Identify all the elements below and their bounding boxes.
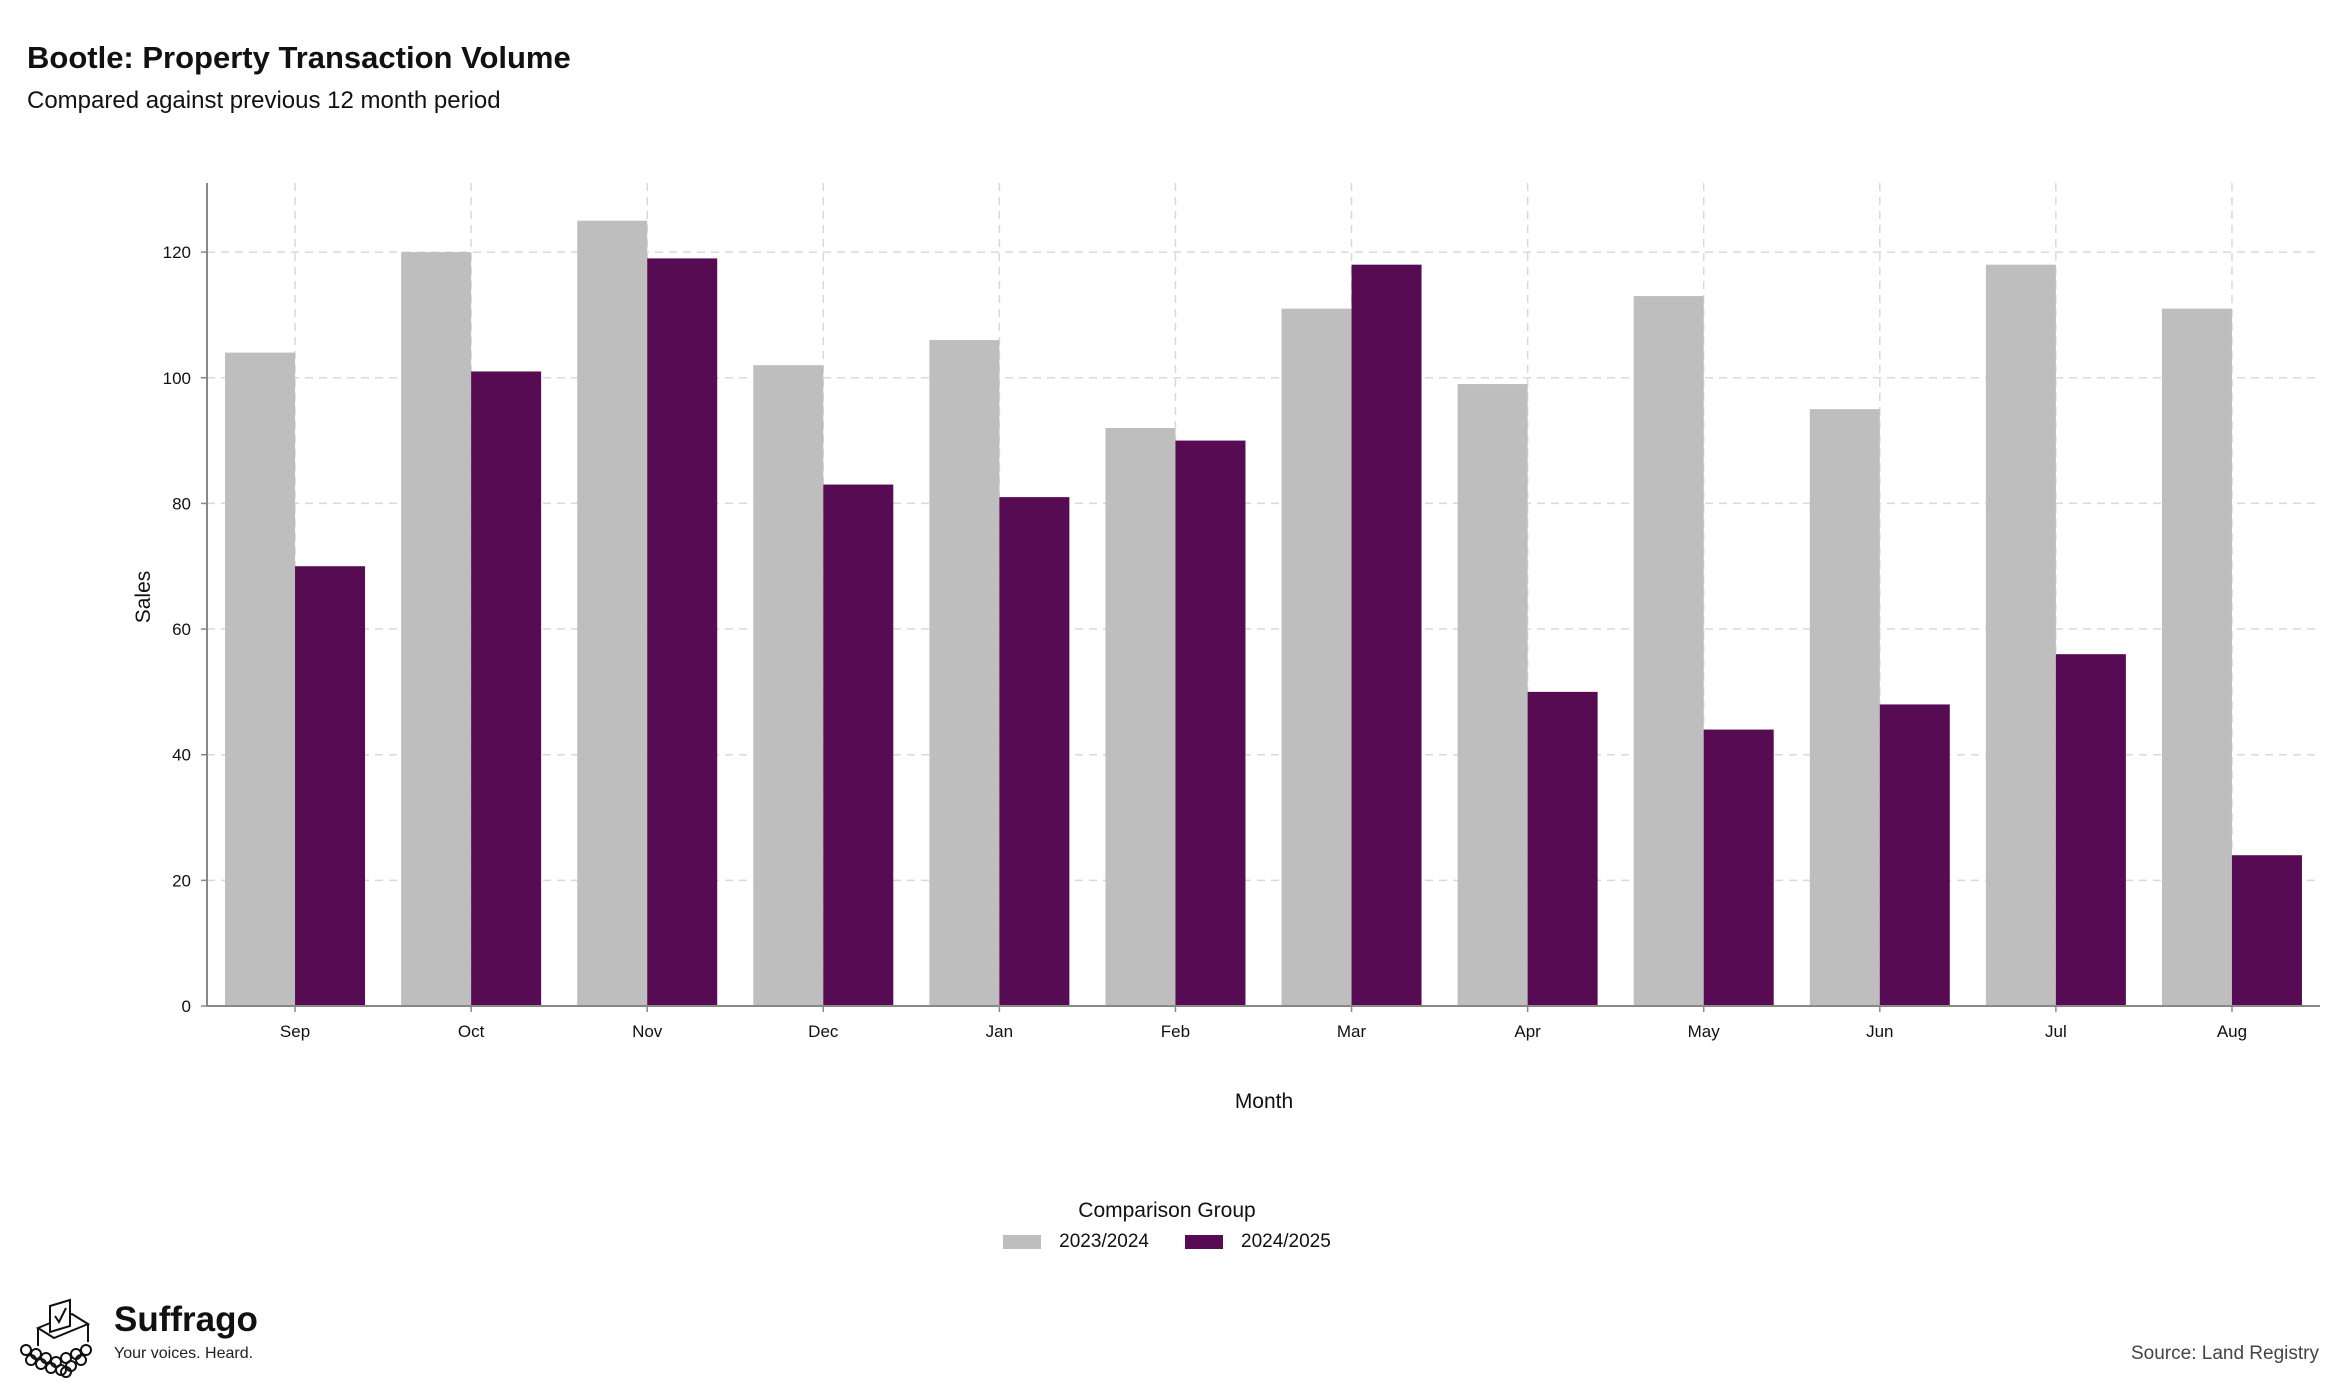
x-tick-label: Aug (2217, 1022, 2247, 1041)
x-tick-label: Jun (1866, 1022, 1893, 1041)
brand-tagline: Your voices. Heard. (114, 1345, 254, 1362)
x-tick-label: Jul (2045, 1022, 2067, 1041)
legend-label: 2023/2024 (1059, 1231, 1149, 1252)
x-tick-label: Nov (632, 1022, 663, 1041)
y-tick-label: 20 (172, 871, 191, 890)
y-tick-label: 60 (172, 620, 191, 639)
y-axis-title: Sales (132, 571, 155, 624)
bar-2024-2025 (647, 258, 718, 1007)
brand-logo: Suffrago Your voices. Heard. (16, 1292, 258, 1378)
x-axis-title: Month (1235, 1090, 1293, 1113)
bar-2023-2024 (401, 252, 472, 1006)
bar-2023-2024 (1281, 308, 1352, 1006)
bar-2023-2024 (753, 365, 824, 1007)
y-tick-label: 100 (163, 369, 191, 388)
y-tick-label: 0 (182, 997, 191, 1016)
bar-2024-2025 (2055, 654, 2126, 1006)
y-tick-label: 80 (172, 494, 191, 513)
legend-item-2024-2025: 2024/2025 (1185, 1231, 1331, 1253)
bar-2023-2024 (1457, 384, 1528, 1006)
source-note: Source: Land Registry (2131, 1343, 2319, 1364)
x-tick-label: Sep (280, 1022, 310, 1041)
bar-2023-2024 (1985, 264, 2056, 1006)
legend-title: Comparison Group (1078, 1199, 1256, 1222)
x-tick-label: Feb (1161, 1022, 1190, 1041)
bars (225, 220, 2302, 1007)
bar-2024-2025 (823, 484, 894, 1006)
bar-2023-2024 (1809, 409, 1880, 1006)
bar-2023-2024 (577, 220, 648, 1007)
y-tick-label: 40 (172, 746, 191, 765)
bar-2024-2025 (295, 566, 366, 1006)
legend-swatch (1003, 1235, 1042, 1249)
chart-title: Bootle: Property Transaction Volume (27, 40, 571, 75)
x-tick-label: Dec (808, 1022, 839, 1041)
legend-item-2023-2024: 2023/2024 (1003, 1231, 1149, 1253)
axes: 0 20 40 60 80 100 120 Sep Oct Nov Dec Jan Feb Mar Apr M… (163, 183, 2320, 1041)
y-tick-label: 120 (163, 243, 191, 262)
x-tick-label: Apr (1514, 1022, 1541, 1041)
bar-2024-2025 (1527, 691, 1598, 1006)
bar-2024-2025 (1703, 729, 1774, 1006)
legend: Comparison Group 2023/2024 2024/2025 (0, 1199, 2334, 1253)
x-tick-label: Oct (458, 1022, 485, 1041)
bar-2024-2025 (2231, 855, 2302, 1006)
bar-2023-2024 (2161, 308, 2232, 1006)
ballot-box-icon (20, 1298, 92, 1378)
bar-2023-2024 (1105, 428, 1176, 1006)
legend-swatch (1185, 1235, 1223, 1249)
bar-2023-2024 (225, 352, 296, 1006)
bar-2023-2024 (929, 340, 1000, 1007)
bar-2024-2025 (999, 497, 1070, 1006)
bar-2024-2025 (1351, 264, 1422, 1006)
brand-name: Suffrago (114, 1300, 258, 1339)
bar-2024-2025 (1879, 704, 1950, 1006)
bar-2023-2024 (1633, 296, 1704, 1006)
legend-label: 2024/2025 (1241, 1231, 1331, 1252)
bar-2024-2025 (471, 371, 542, 1007)
bar-2024-2025 (1175, 440, 1246, 1006)
x-tick-label: Jan (986, 1022, 1013, 1041)
x-tick-label: Mar (1337, 1022, 1367, 1041)
x-tick-label: May (1688, 1022, 1721, 1041)
chart-subtitle: Compared against previous 12 month perio… (27, 87, 501, 114)
